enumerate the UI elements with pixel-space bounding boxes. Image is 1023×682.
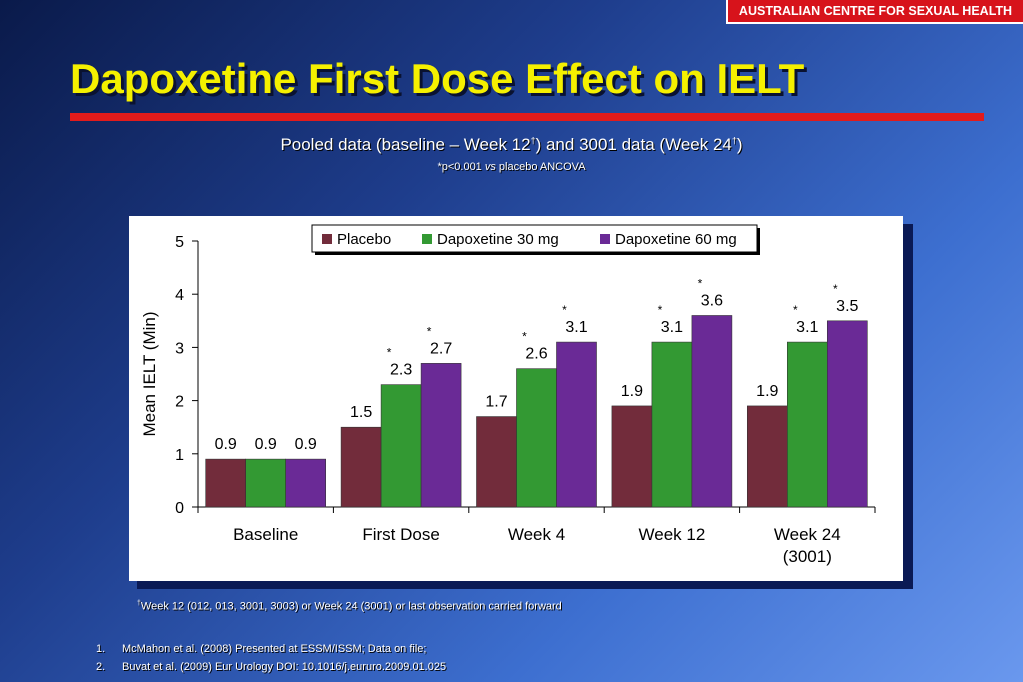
bar	[476, 416, 517, 508]
bar	[556, 341, 597, 508]
data-label: 0.9	[255, 436, 277, 453]
bar	[285, 458, 326, 508]
bar	[420, 363, 462, 508]
significance-star: *	[522, 330, 527, 344]
data-label: 2.7	[430, 340, 452, 357]
data-label: 2.6	[525, 346, 547, 363]
reference-text: Buvat et al. (2009) Eur Urology DOI: 10.…	[122, 661, 447, 673]
x-category-label: First Dose	[362, 525, 439, 544]
data-label: 3.5	[836, 298, 858, 315]
chart-panel: 0 1 2 3 4 5 Mean IELT (Min) 0.9 1.5 1.7 1.9 1.9 0.9 2…	[129, 216, 903, 581]
y-tick-label: 2	[175, 394, 184, 411]
dagger-mark: †	[530, 135, 536, 146]
data-label: 3.6	[701, 292, 723, 309]
legend-swatch	[422, 234, 432, 244]
data-label: 0.9	[215, 436, 237, 453]
reference-text: McMahon et al. (2008) Presented at ESSM/…	[122, 643, 427, 655]
legend-swatch	[322, 234, 332, 244]
bar	[205, 458, 246, 508]
data-label: 3.1	[661, 319, 683, 336]
bar	[611, 405, 653, 508]
subtitle-suffix: )	[736, 135, 743, 154]
significance-star: *	[833, 282, 838, 296]
subtitle-prefix: Pooled data (baseline – Week 12	[280, 135, 531, 154]
significance-star: *	[562, 303, 567, 317]
y-axis-label: Mean IELT (Min)	[140, 311, 159, 436]
y-tick-label: 5	[175, 234, 184, 251]
legend-label: Dapoxetine 60 mg	[615, 231, 737, 248]
footnote-text: Week 12 (012, 013, 3001, 3003) or Week 2…	[140, 600, 562, 613]
note-italic: vs	[484, 161, 496, 173]
subtitle-middle: ) and 3001 data (Week 24	[535, 135, 732, 154]
y-tick-label: 0	[175, 500, 184, 517]
significance-star: *	[658, 303, 663, 317]
data-label: 1.5	[350, 404, 372, 421]
bar	[340, 426, 382, 508]
y-tick-label: 3	[175, 340, 184, 357]
bar	[746, 405, 788, 508]
y-tick-label: 4	[175, 287, 184, 304]
data-label: 0.9	[295, 436, 317, 453]
bar	[245, 458, 286, 508]
bar	[651, 341, 693, 508]
reference-number: 1.	[96, 643, 106, 655]
x-category-label: Week 12	[639, 525, 706, 544]
chart-subtitle: Pooled data (baseline – Week 12†) and 30…	[0, 135, 1023, 155]
data-label: 3.1	[565, 319, 587, 336]
significance-star: *	[387, 346, 392, 360]
data-label: 1.7	[485, 394, 507, 411]
note-prefix: *p<0.001	[437, 161, 485, 173]
significance-star: *	[698, 276, 703, 290]
x-category-label: Baseline	[233, 525, 298, 544]
organization-badge: AUSTRALIAN CENTRE FOR SEXUAL HEALTH	[726, 0, 1023, 24]
slide-title: Dapoxetine First Dose Effect on IELT	[70, 55, 805, 102]
bar	[380, 384, 422, 508]
bar-chart: 0 1 2 3 4 5 Mean IELT (Min) 0.9 1.5 1.7 1.9 1.9 0.9 2…	[140, 224, 876, 566]
footnote: †Week 12 (012, 013, 3001, 3003) or Week …	[137, 600, 562, 613]
reference-number: 2.	[96, 661, 106, 673]
significance-note: *p<0.001 vs placebo ANCOVA	[0, 161, 1023, 173]
x-category-label: Week 24	[774, 525, 841, 544]
legend-label: Dapoxetine 30 mg	[437, 231, 559, 248]
note-suffix: placebo ANCOVA	[495, 161, 586, 173]
dagger-mark: †	[731, 135, 737, 146]
legend-box	[311, 224, 758, 253]
data-label: 1.9	[621, 383, 643, 400]
bar	[786, 341, 828, 508]
bar	[691, 315, 733, 508]
x-category-sublabel: (3001)	[783, 547, 832, 566]
legend-label: Placebo	[337, 231, 391, 248]
significance-star: *	[427, 324, 432, 338]
reference-item: 1. McMahon et al. (2008) Presented at ESS…	[96, 643, 446, 661]
reference-item: 2. Buvat et al. (2009) Eur Urology DOI: 1…	[96, 661, 446, 679]
footnote-mark: †	[137, 600, 141, 607]
bar	[826, 320, 868, 508]
y-tick-label: 1	[175, 447, 184, 464]
reference-list: 1. McMahon et al. (2008) Presented at ESS…	[96, 643, 446, 679]
data-label: 3.1	[796, 319, 818, 336]
title-underline	[70, 113, 984, 121]
legend-swatch	[600, 234, 610, 244]
bar	[516, 368, 557, 508]
significance-star: *	[793, 303, 798, 317]
x-category-label: Week 4	[508, 525, 565, 544]
data-label: 2.3	[390, 362, 412, 379]
data-label: 1.9	[756, 383, 778, 400]
